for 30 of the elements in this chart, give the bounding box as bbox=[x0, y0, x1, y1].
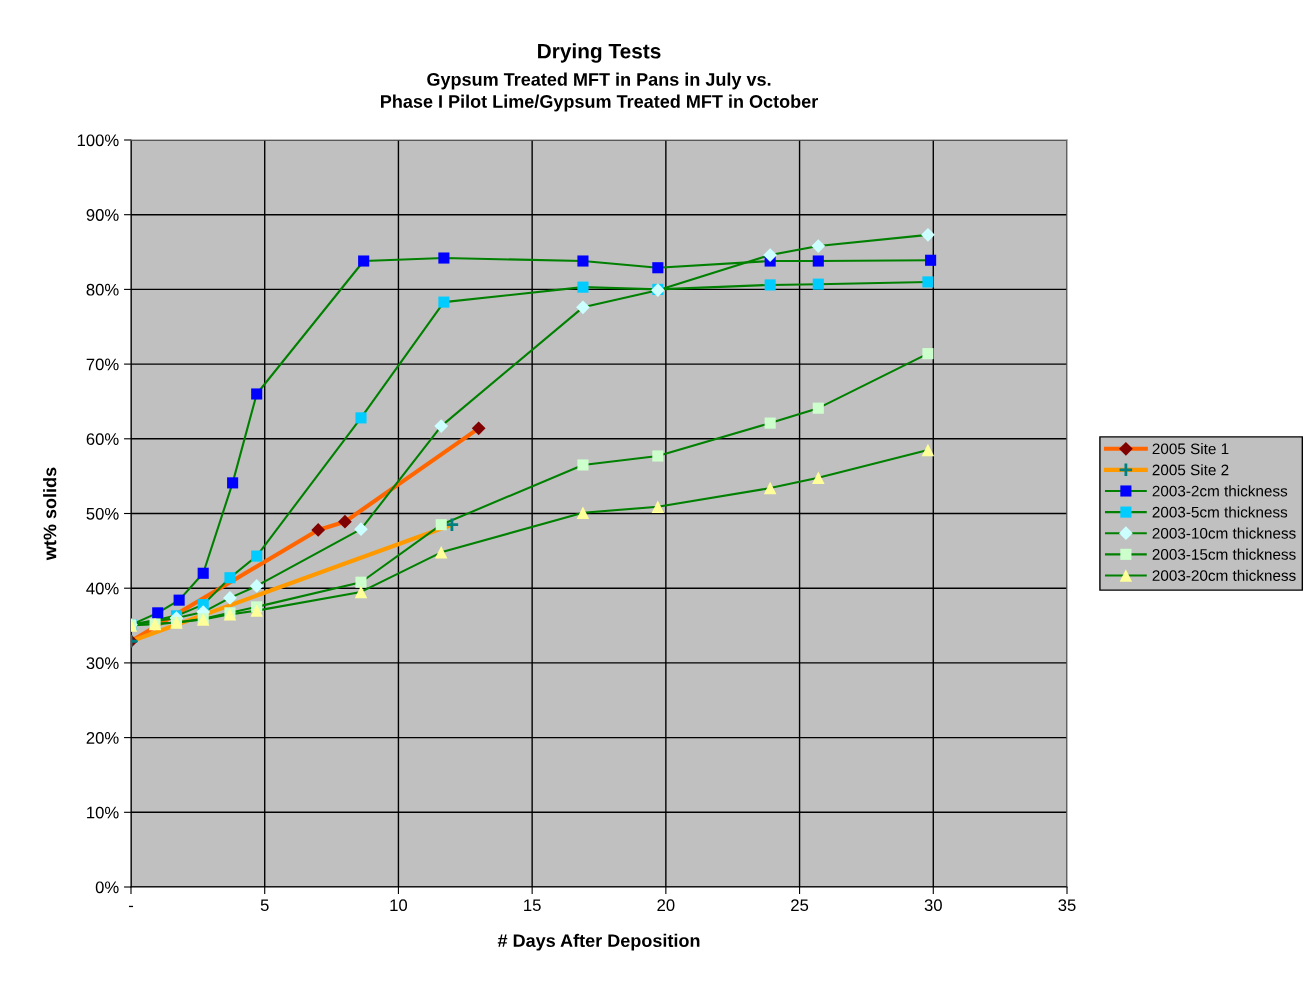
y-tick-label: 50% bbox=[86, 507, 119, 520]
x-tick-label: 15 bbox=[524, 899, 541, 912]
x-tick-label: - bbox=[128, 905, 134, 908]
y-tick-label: 0% bbox=[95, 881, 119, 894]
y-tick-label: 100% bbox=[77, 134, 119, 147]
legend-label: 2003-15cm thickness bbox=[1152, 548, 1296, 560]
y-tick-label: 20% bbox=[86, 732, 119, 744]
legend-label: 2005 Site 1 bbox=[1152, 443, 1229, 455]
x-axis-title: # Days After Deposition bbox=[497, 933, 700, 951]
x-tick-label: 10 bbox=[390, 899, 408, 912]
y-tick-label: 10% bbox=[87, 806, 119, 819]
y-tick-label: 60% bbox=[86, 433, 119, 445]
chart-subtitle: Gypsum Treated MFT in Pans in July vs. Phase I Pilot Lime/Gypsum Treated MFT in October bbox=[381, 72, 818, 112]
chart-title: Drying Tests bbox=[538, 43, 661, 63]
legend-label: 2003-10cm thickness bbox=[1152, 527, 1296, 539]
y-tick-label: 80% bbox=[86, 283, 119, 296]
legend-label: 2003-2cm thickness bbox=[1152, 485, 1288, 497]
legend-label: 2005 Site 2 bbox=[1152, 464, 1229, 476]
y-tick-label: 30% bbox=[86, 657, 119, 670]
y-axis-title: wt% solids bbox=[43, 467, 57, 561]
y-tick-label: 70% bbox=[86, 358, 119, 371]
x-tick-label: 5 bbox=[260, 899, 269, 912]
x-tick-label: 20 bbox=[657, 899, 675, 912]
y-tick-label: 40% bbox=[86, 582, 119, 595]
legend-label: 2003-20cm thickness bbox=[1152, 569, 1296, 581]
x-tick-label: 30 bbox=[924, 899, 942, 912]
legend-label: 2003-5cm thickness bbox=[1152, 506, 1288, 518]
x-tick-label: 35 bbox=[1058, 899, 1076, 912]
y-tick-label: 90% bbox=[86, 209, 119, 221]
x-tick-label: 25 bbox=[791, 899, 809, 912]
